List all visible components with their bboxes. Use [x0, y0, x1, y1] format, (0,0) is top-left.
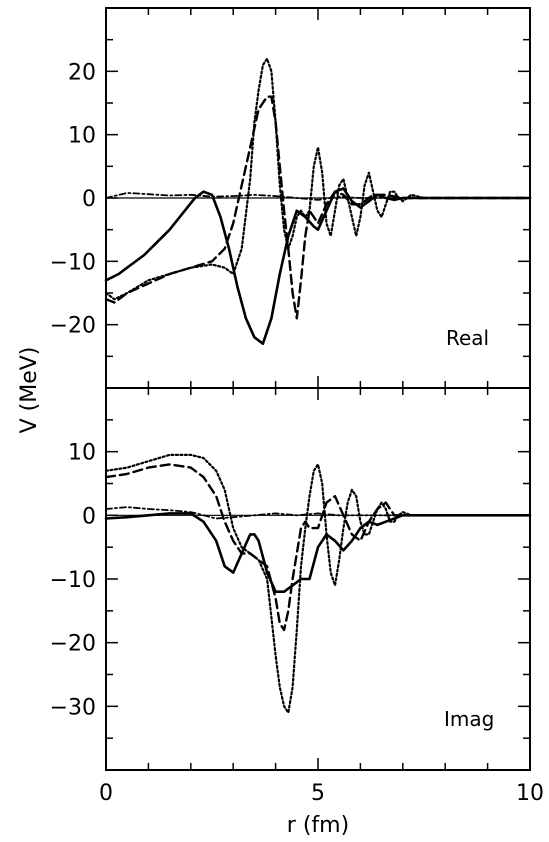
bottom-series-dashdot — [105, 506, 531, 520]
y-axis-title: V (MeV) — [17, 347, 42, 434]
top-y-tick-label: −20 — [50, 314, 96, 339]
top-series-solid — [104, 187, 532, 345]
bottom-y-tick-label: 10 — [68, 441, 96, 466]
top-series-dashdot — [105, 192, 531, 201]
bottom-series-dashed — [104, 463, 532, 632]
bottom-y-tick-label: −20 — [50, 632, 96, 657]
bottom-panel-series — [104, 453, 532, 714]
top-y-tick-label: −10 — [50, 250, 96, 275]
panel-label-real: Real — [446, 326, 489, 350]
bottom-y-tick-label: 0 — [82, 504, 96, 529]
top-y-tick-label: 20 — [68, 60, 96, 85]
panel-label-imag: Imag — [444, 707, 494, 731]
bottom-y-tick-label: −30 — [50, 695, 96, 720]
bottom-series-dotted — [104, 453, 532, 714]
axis-tick-labels: −20 −10 0 10 20 −30 −20 −10 0 10 0 5 10 — [50, 60, 544, 806]
x-tick-label: 10 — [516, 781, 544, 806]
top-y-tick-label: 0 — [82, 187, 96, 212]
bottom-y-tick-label: −10 — [50, 568, 96, 593]
top-series-dashed — [104, 95, 532, 320]
x-tick-label: 5 — [311, 781, 325, 806]
top-series-dotted — [104, 57, 532, 301]
x-axis-title: r (fm) — [287, 813, 349, 838]
x-tick-label: 0 — [99, 781, 113, 806]
top-panel-series — [104, 57, 532, 345]
top-y-tick-label: 10 — [68, 124, 96, 149]
